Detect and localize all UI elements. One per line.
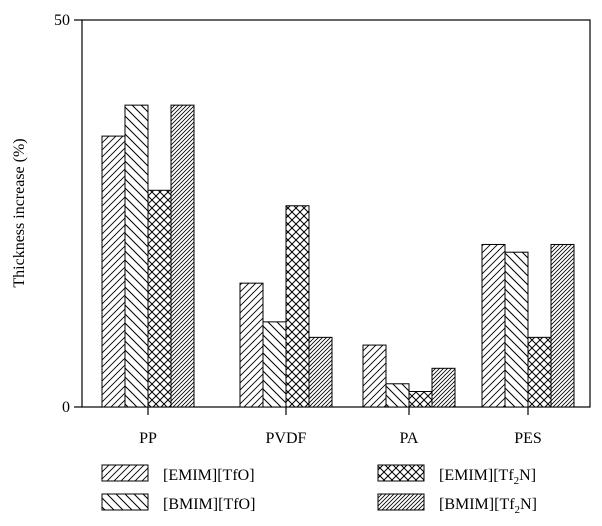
bar-pa-series-2	[385, 383, 410, 408]
legend-label-series-3: [EMIM][Tf2N]	[439, 467, 536, 487]
x-category-label: PES	[514, 430, 542, 447]
legend-swatch-series-2	[101, 493, 149, 511]
legend-swatch-series-1	[101, 464, 149, 482]
bar-pvdf-series-2	[262, 321, 287, 408]
bar-pvdf-series-3	[285, 205, 310, 408]
x-category-label: PP	[139, 430, 157, 447]
y-axis-title: Thickness increase (%)	[11, 138, 28, 287]
bar-pes-series-4	[550, 243, 575, 408]
y-tick-label: 50	[54, 12, 70, 29]
plot-frame	[81, 19, 591, 408]
x-category-label: PA	[400, 430, 419, 447]
legend-label-series-2: [BMIM][TfO]	[163, 496, 255, 513]
bar-pp-series-2	[124, 104, 149, 408]
legend-label-series-1: [EMIM][TfO]	[163, 467, 255, 484]
legend-swatch-series-4	[377, 493, 425, 511]
bar-pp-series-3	[147, 189, 172, 408]
plot-area: 0 50 PP PVDF PA PES	[54, 12, 591, 447]
legend-swatch-series-3	[377, 464, 425, 482]
bar-pes-series-1	[481, 243, 506, 408]
bar-pa-series-3	[408, 391, 433, 408]
bar-pvdf-series-4	[308, 336, 333, 408]
legend-label-series-4: [BMIM][Tf2N]	[439, 496, 537, 516]
bar-pa-series-1	[362, 344, 387, 408]
y-tick-label: 0	[62, 399, 70, 416]
x-category-label: PVDF	[266, 430, 307, 447]
bar-pp-series-1	[101, 135, 126, 408]
bar-pa-series-4	[431, 367, 456, 408]
bar-pes-series-2	[504, 251, 529, 408]
bar-pp-series-4	[170, 104, 195, 408]
bar-pes-series-3	[527, 336, 552, 408]
bar-pvdf-series-1	[239, 282, 264, 408]
legend: [EMIM][TfO] [BMIM][TfO] [EMIM][Tf2N] [BMIM]…	[101, 464, 537, 516]
